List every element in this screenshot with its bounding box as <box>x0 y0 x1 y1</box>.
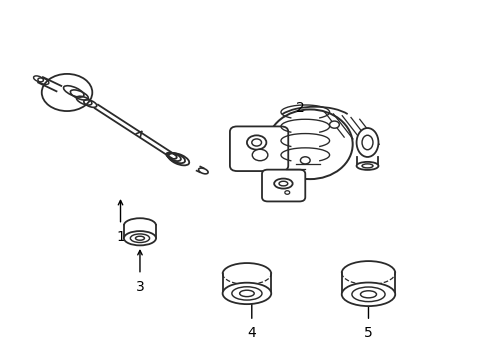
Ellipse shape <box>356 162 378 170</box>
Text: 2: 2 <box>295 102 304 116</box>
FancyBboxPatch shape <box>229 126 287 171</box>
Ellipse shape <box>274 179 292 189</box>
Ellipse shape <box>198 168 208 174</box>
Ellipse shape <box>123 231 156 246</box>
FancyBboxPatch shape <box>262 170 305 202</box>
Ellipse shape <box>34 76 43 82</box>
Ellipse shape <box>267 109 352 179</box>
Text: 5: 5 <box>364 327 372 341</box>
Circle shape <box>329 121 339 128</box>
Ellipse shape <box>222 283 271 304</box>
Ellipse shape <box>341 283 394 306</box>
Circle shape <box>41 74 92 111</box>
Text: 3: 3 <box>135 280 144 294</box>
Text: 1: 1 <box>116 230 125 244</box>
Ellipse shape <box>356 128 378 157</box>
Circle shape <box>285 191 289 194</box>
Circle shape <box>300 157 309 164</box>
Circle shape <box>252 149 267 161</box>
Circle shape <box>246 135 266 150</box>
Text: 4: 4 <box>247 327 256 341</box>
